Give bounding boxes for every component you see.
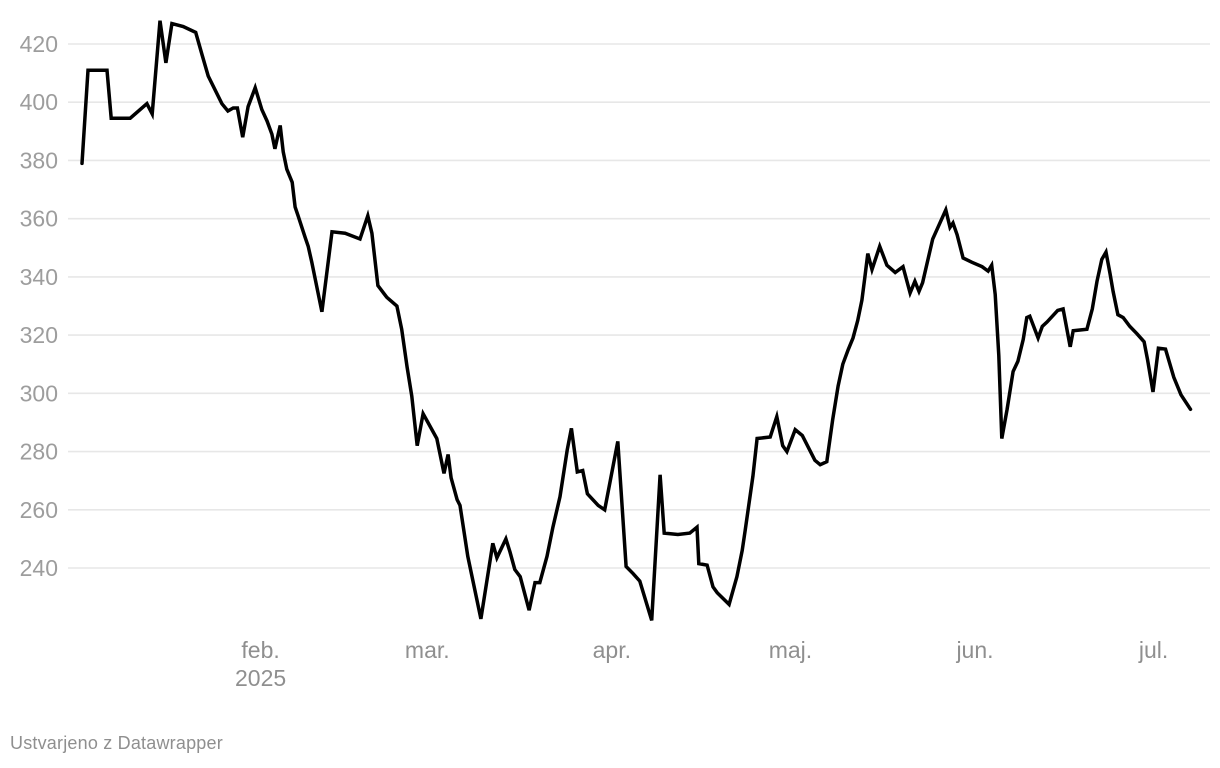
y-axis-labels-group: 240 260 280 300 320 340 360 380 400 420 xyxy=(20,31,58,581)
price-line xyxy=(80,20,1193,621)
x-axis-month-label: maj. xyxy=(769,637,812,663)
x-axis-month-label: jul. xyxy=(1138,637,1168,663)
x-axis-month-label: feb. xyxy=(241,637,279,663)
x-axis-month-label: mar. xyxy=(405,637,450,663)
datawrapper-attribution: Ustvarjeno z Datawrapper xyxy=(10,733,223,753)
y-axis-tick-label: 300 xyxy=(20,380,58,406)
y-axis-tick-label: 340 xyxy=(20,264,58,290)
gridlines-group xyxy=(68,43,1210,569)
y-axis-tick-label: 240 xyxy=(20,555,58,581)
y-axis-tick-label: 260 xyxy=(20,497,58,523)
y-axis-tick-label: 360 xyxy=(20,206,58,232)
x-axis-year-label: 2025 xyxy=(235,665,286,691)
y-axis-tick-label: 380 xyxy=(20,147,58,173)
y-axis-tick-label: 420 xyxy=(20,31,58,57)
x-axis-labels-group: feb.2025 mar. apr. maj. jun. jul. xyxy=(235,637,1168,691)
y-axis-tick-label: 400 xyxy=(20,89,58,115)
x-axis-month-label: apr. xyxy=(593,637,631,663)
line-chart: 240 260 280 300 320 340 360 380 400 420 feb.2025 ma… xyxy=(20,20,1210,691)
y-axis-tick-label: 320 xyxy=(20,322,58,348)
y-axis-tick-label: 280 xyxy=(20,439,58,465)
x-axis-month-label: jun. xyxy=(955,637,993,663)
